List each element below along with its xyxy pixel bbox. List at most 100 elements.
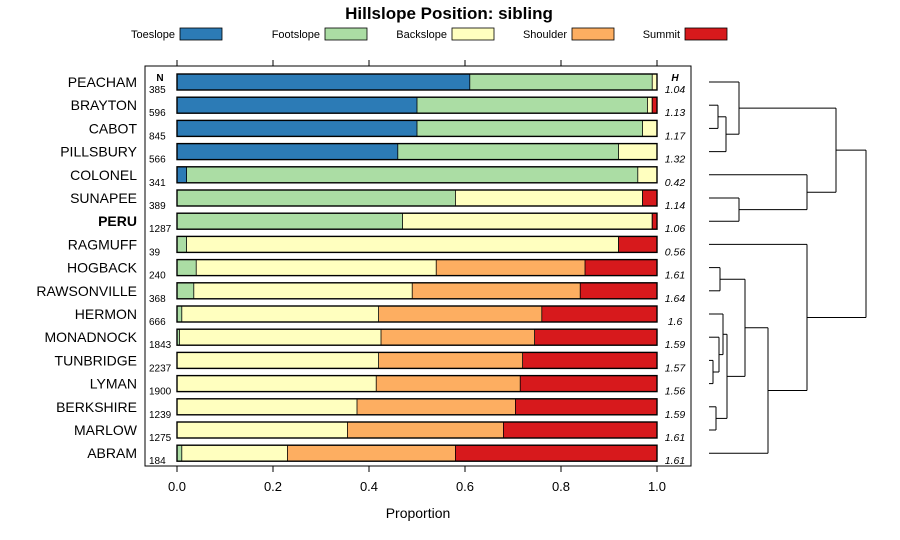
bar-segment-sunapee-backslope — [455, 190, 643, 206]
bar-segment-monadnock-backslope — [179, 329, 381, 346]
bar-segment-tunbridge-summit — [522, 352, 657, 369]
row-label-tunbridge: TUNBRIDGE — [55, 352, 137, 368]
h-value-cabot: 1.17 — [665, 130, 687, 142]
h-value-abram: 1.61 — [665, 455, 685, 467]
row-label-lyman: LYMAN — [90, 376, 137, 392]
bar-outline-sunapee — [176, 189, 658, 207]
bar-segment-monadnock-summit — [534, 329, 657, 346]
row-label-colonel: COLONEL — [70, 167, 137, 183]
bar-segment-rawsonville-backslope — [193, 282, 413, 299]
row-label-peru: PERU — [98, 213, 137, 229]
h-value-berkshire: 1.59 — [665, 409, 686, 421]
n-value-abram: 184 — [149, 456, 166, 467]
n-value-peru: 1287 — [149, 224, 172, 235]
h-value-rawsonville: 1.64 — [665, 293, 686, 305]
h-value-monadnock: 1.59 — [665, 339, 686, 351]
n-values: 385 596 845 566 341 389 1287 39 240 368 666 1843 223… — [149, 85, 172, 467]
h-value-sunapee: 1.14 — [665, 200, 686, 212]
bar-segment-peacham-toeslope — [177, 74, 470, 90]
row-label-peacham: PEACHAM — [68, 74, 137, 90]
bar-segment-berkshire-summit — [515, 398, 657, 415]
x-axis: 0.0 0.2 0.4 0.6 0.8 1.0 — [168, 466, 666, 494]
x-tick-label: 1.0 — [648, 479, 666, 494]
bar-segment-abram-summit — [455, 445, 657, 462]
x-tick-label: 0.0 — [168, 479, 186, 494]
bar-outline-monadnock — [176, 328, 658, 346]
n-value-colonel: 341 — [149, 178, 166, 189]
bar-outline-berkshire — [176, 398, 658, 416]
h-value-peacham: 1.04 — [665, 84, 686, 96]
bar-outline-pillsbury — [176, 142, 658, 161]
n-value-berkshire: 1239 — [149, 410, 172, 421]
n-value-ragmuff: 39 — [149, 247, 161, 258]
bar-segment-hermon-footslope — [177, 306, 182, 322]
h-header: H — [671, 73, 679, 84]
h-value-lyman: 1.56 — [665, 386, 686, 398]
bar-segment-abram-backslope — [181, 445, 288, 462]
bar-segment-ragmuff-backslope — [186, 236, 619, 253]
bar-segment-tunbridge-backslope — [177, 352, 379, 369]
bar-outline-rawsonville — [176, 282, 658, 300]
bar-outline-hermon — [176, 305, 658, 323]
n-value-sunapee: 389 — [149, 201, 166, 212]
bar-outline-ragmuff — [176, 235, 658, 254]
row-label-ragmuff: RAGMUFF — [68, 236, 137, 252]
h-values: 1.04 1.13 1.17 1.32 0.42 1.14 1.06 0.56 1.61 1.64… — [665, 84, 687, 467]
bar-segment-hermon-backslope — [181, 306, 379, 322]
row-label-berkshire: BERKSHIRE — [56, 399, 137, 415]
n-value-peacham: 385 — [149, 85, 166, 96]
legend-label-footslope: Footslope — [272, 29, 320, 41]
row-label-abram: ABRAM — [87, 445, 137, 461]
n-value-lyman: 1900 — [149, 387, 172, 398]
n-value-monadnock: 1843 — [149, 340, 172, 351]
h-value-peru: 1.06 — [665, 223, 686, 235]
bars — [176, 73, 658, 462]
bar-segment-rawsonville-summit — [580, 282, 657, 299]
bar-segment-colonel-toeslope — [177, 166, 187, 183]
h-value-hermon: 1.6 — [668, 316, 683, 328]
n-value-hogback: 240 — [149, 271, 166, 282]
bar-segment-cabot-backslope — [642, 120, 657, 137]
bar-segment-marlow-shoulder — [347, 422, 504, 438]
bar-segment-peacham-backslope — [652, 74, 657, 90]
row-label-monadnock: MONADNOCK — [44, 329, 137, 345]
legend-swatch-backslope — [451, 27, 495, 41]
legend-swatch-summit — [684, 27, 728, 41]
h-value-brayton: 1.13 — [665, 107, 686, 119]
bar-outline-abram — [176, 444, 658, 462]
row-label-brayton: BRAYTON — [71, 97, 137, 113]
bar-segment-monadnock-shoulder — [381, 329, 535, 346]
x-tick-label: 0.8 — [552, 479, 570, 494]
bar-segment-lyman-backslope — [177, 375, 377, 392]
bar-segment-abram-shoulder — [287, 445, 456, 462]
bar-segment-colonel-footslope — [186, 166, 638, 183]
h-value-tunbridge: 1.57 — [665, 362, 687, 374]
row-label-hermon: HERMON — [75, 306, 137, 322]
row-label-pillsbury: PILLSBURY — [60, 144, 137, 160]
dendrogram — [709, 81, 867, 454]
bar-segment-cabot-footslope — [417, 120, 643, 137]
bar-segment-colonel-backslope — [637, 166, 657, 183]
row-label-hogback: HOGBACK — [67, 260, 138, 276]
bar-segment-brayton-footslope — [417, 97, 648, 114]
x-tick-label: 0.6 — [456, 479, 474, 494]
n-value-pillsbury: 566 — [149, 155, 166, 166]
bar-segment-brayton-backslope — [647, 97, 653, 114]
bar-outline-peru — [176, 212, 658, 230]
legend: Toeslope Footslope Backslope Shoulder Summit — [131, 27, 728, 41]
legend-label-toeslope: Toeslope — [131, 29, 175, 41]
bar-segment-marlow-summit — [503, 422, 657, 438]
bar-segment-peru-summit — [652, 213, 657, 230]
h-value-marlow: 1.61 — [665, 432, 685, 444]
n-value-rawsonville: 368 — [149, 294, 166, 305]
bar-outline-tunbridge — [176, 351, 658, 370]
bar-outline-colonel — [176, 166, 658, 184]
bar-segment-lyman-shoulder — [376, 375, 521, 392]
bar-segment-ragmuff-summit — [618, 236, 657, 253]
bar-segment-monadnock-footslope — [177, 329, 180, 346]
bar-segment-hogback-backslope — [196, 259, 437, 276]
bar-segment-peru-footslope — [177, 213, 403, 230]
top-ticks — [176, 60, 658, 66]
legend-label-backslope: Backslope — [396, 29, 447, 41]
